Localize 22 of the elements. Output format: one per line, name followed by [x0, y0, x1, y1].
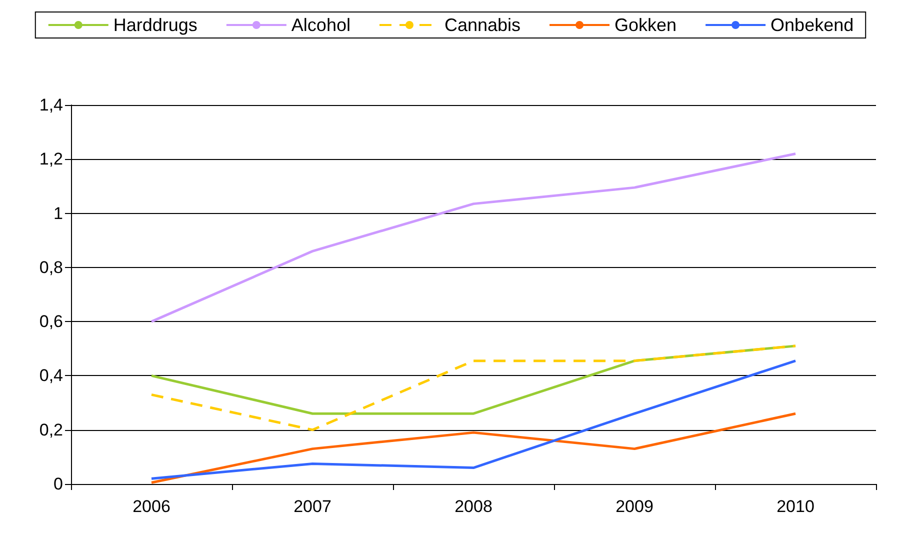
x-tick-label: 2010 [776, 497, 814, 516]
x-tick-label: 2006 [132, 497, 170, 516]
legend-label: Harddrugs [113, 15, 198, 35]
y-tick-label: 1,4 [39, 96, 63, 114]
legend-label: Gokken [614, 15, 677, 35]
y-tick-label: 1 [54, 204, 63, 223]
x-tick-label: 2009 [616, 497, 654, 516]
y-tick-label: 0,2 [39, 420, 63, 440]
line-series [150, 360, 797, 480]
y-tick-label: 0,8 [39, 258, 63, 277]
x-tick-label: 2008 [454, 497, 492, 516]
line-series [150, 152, 797, 323]
y-tick-label: 0,4 [39, 366, 63, 386]
y-tick-label: 0,6 [39, 312, 63, 332]
y-tick-label: 1,2 [39, 150, 63, 169]
legend-label: Cannabis [444, 15, 521, 35]
line-series [150, 344, 797, 432]
line-series [150, 412, 797, 484]
y-tick-label: 0 [54, 474, 63, 494]
x-tick-label: 2007 [294, 497, 332, 516]
legend-label: Alcohol [291, 15, 350, 35]
legend-label: Onbekend [770, 15, 854, 35]
